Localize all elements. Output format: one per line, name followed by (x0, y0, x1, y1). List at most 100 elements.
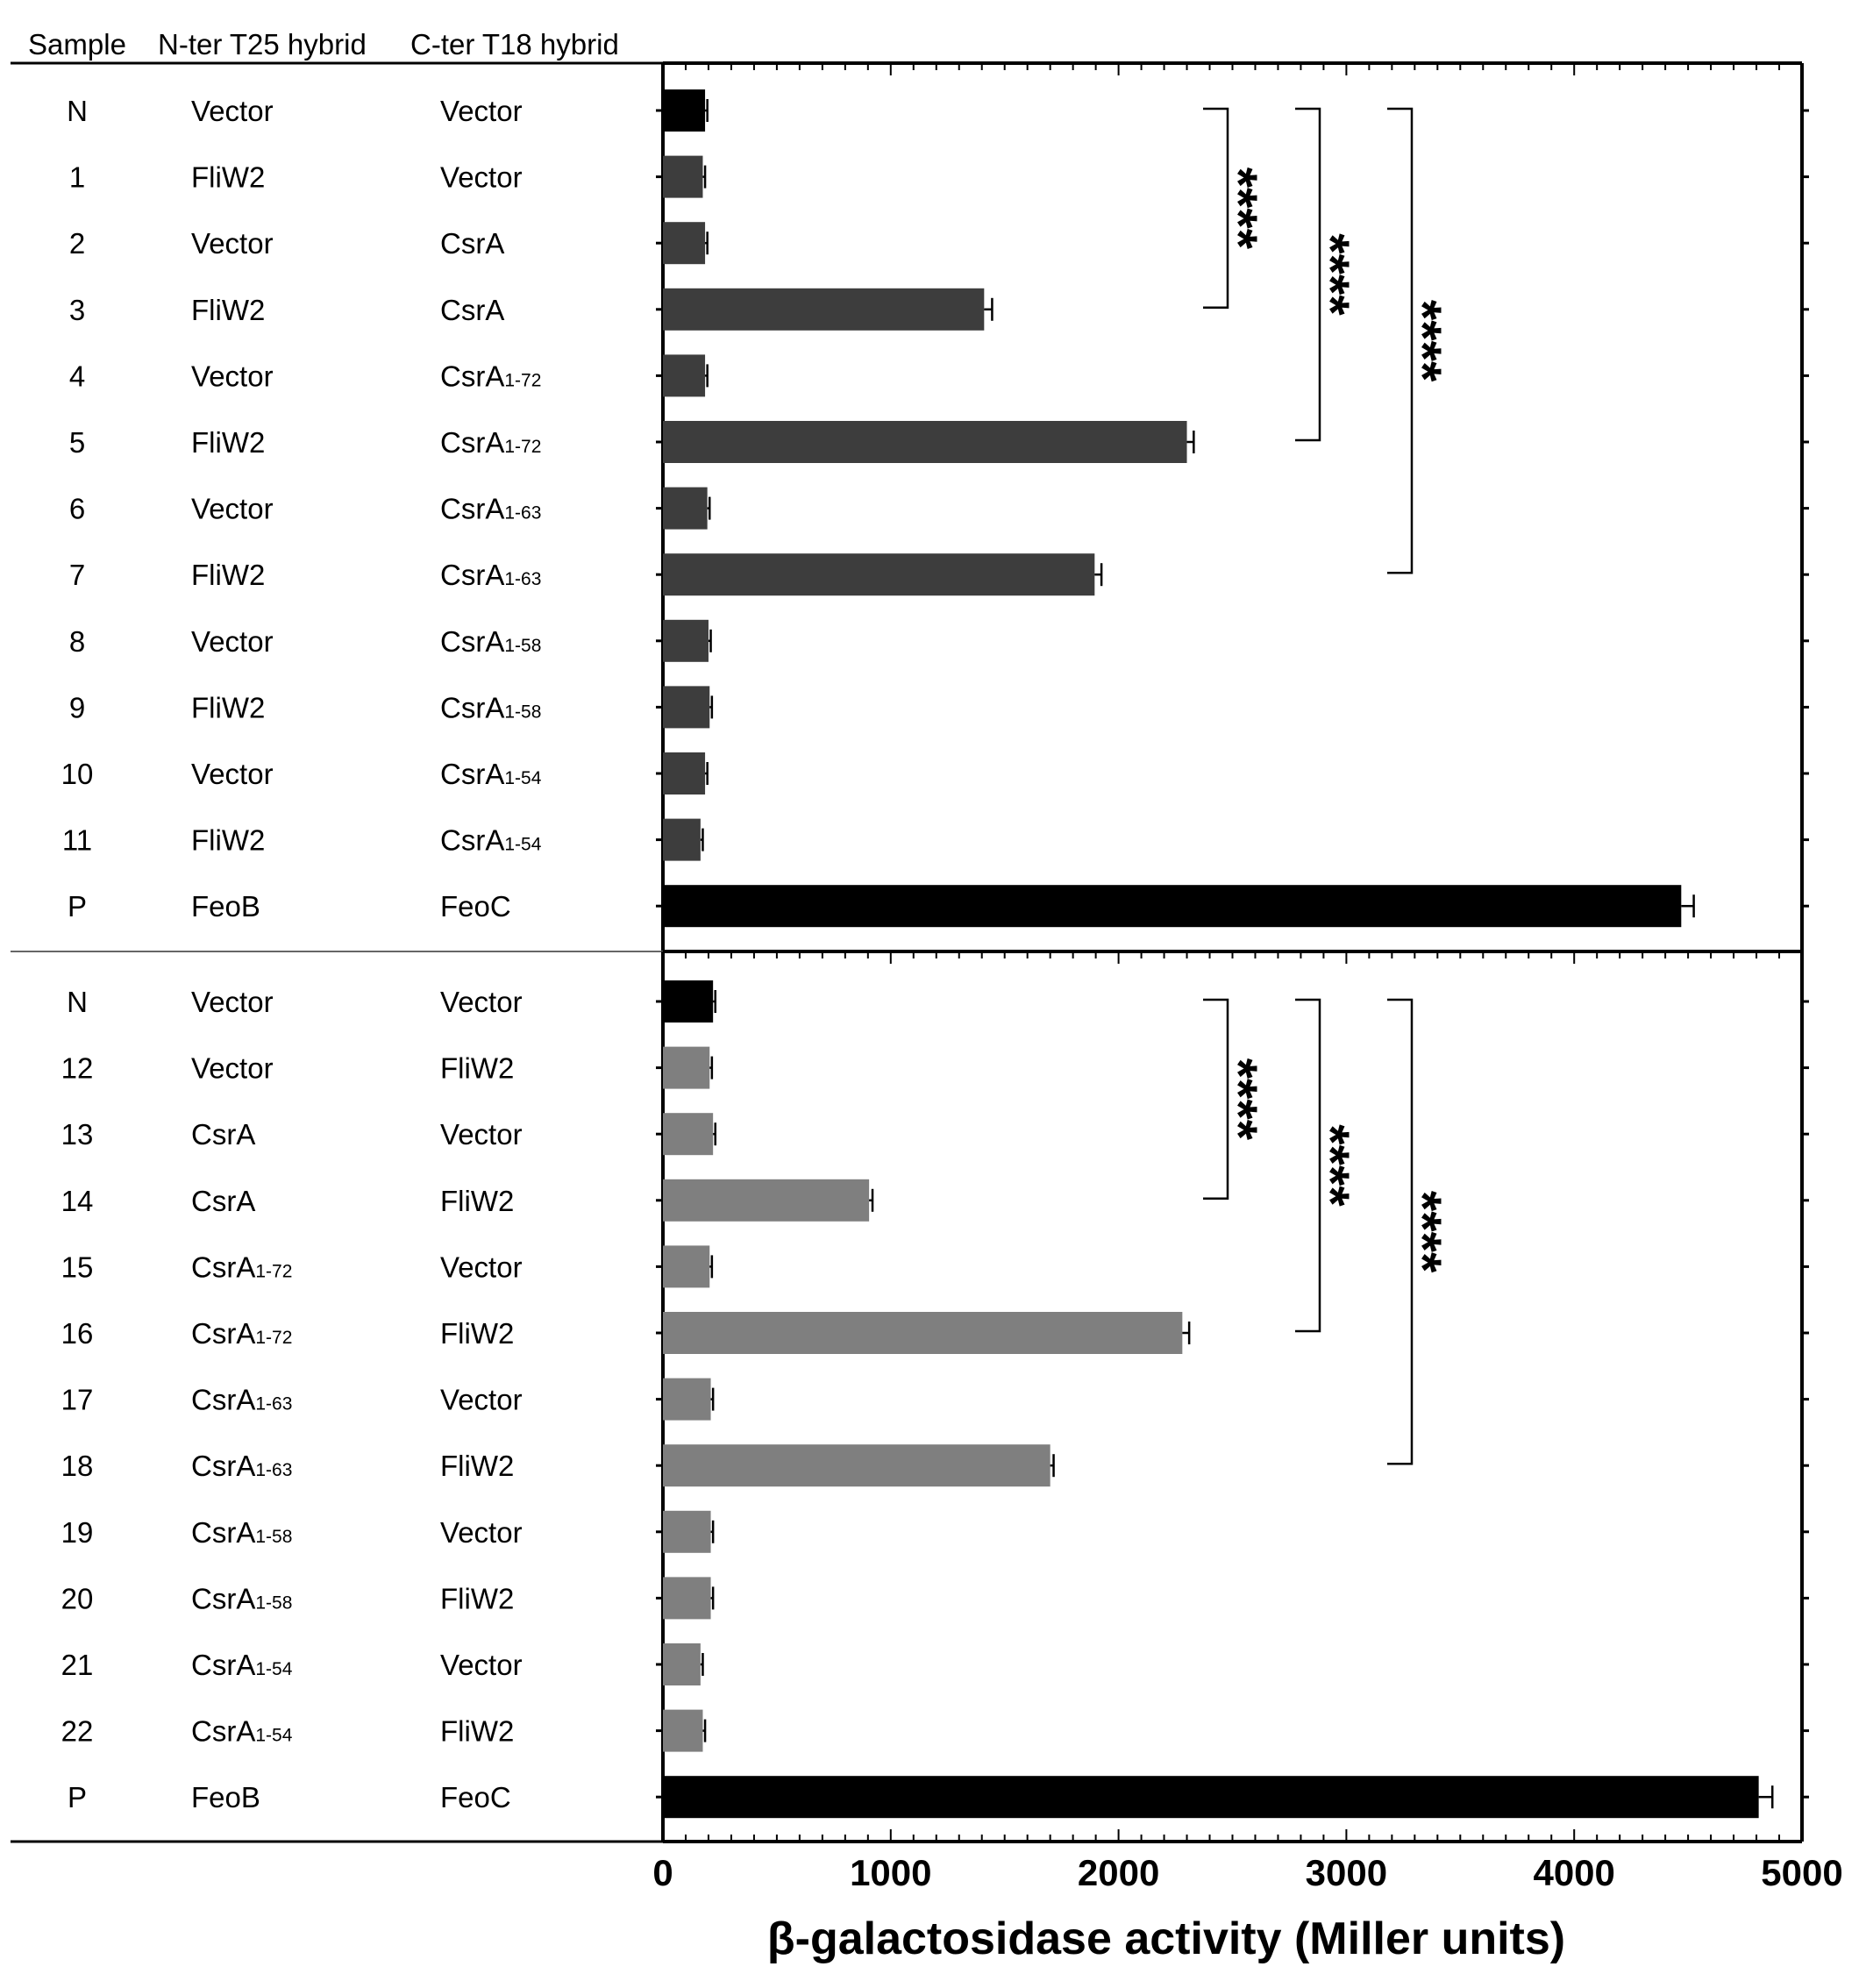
nter-label: Vector (191, 360, 274, 392)
sample-id: 18 (61, 1450, 94, 1482)
header-nter: N-ter T25 hybrid (158, 28, 367, 61)
cter-label: CsrA1-63 (440, 493, 541, 525)
bar (663, 1312, 1183, 1354)
nter-label: CsrA (191, 1118, 255, 1151)
cter-label: CsrA (440, 294, 504, 326)
nter-label: CsrA (191, 1185, 255, 1217)
sample-id: 19 (61, 1516, 94, 1549)
sample-id: 8 (69, 625, 85, 658)
cter-label: Vector (440, 1649, 523, 1681)
sample-id: 17 (61, 1384, 94, 1416)
sample-id: 21 (61, 1649, 94, 1681)
bar (663, 1510, 711, 1553)
x-tick-label: 5000 (1761, 1852, 1842, 1893)
bar (663, 487, 708, 530)
bar (663, 1378, 711, 1421)
bar (663, 222, 706, 265)
nter-label: Vector (191, 758, 274, 790)
x-tick-label: 3000 (1306, 1852, 1387, 1893)
cter-label: Vector (440, 161, 523, 194)
cter-label: FliW2 (440, 1450, 514, 1482)
cter-label: FliW2 (440, 1582, 514, 1614)
significance-bracket (1387, 998, 1414, 1465)
cter-label: CsrA1-63 (440, 559, 541, 591)
cter-label: CsrA1-58 (440, 625, 541, 658)
nter-label: FliW2 (191, 691, 265, 723)
nter-label: Vector (191, 493, 274, 525)
bar (663, 980, 714, 1023)
nter-label: FeoB (191, 1781, 260, 1813)
cter-label: Vector (440, 1384, 523, 1416)
cter-label: FliW2 (440, 1715, 514, 1748)
sample-id: 13 (61, 1118, 94, 1151)
sample-id: 16 (61, 1317, 94, 1350)
nter-label: CsrA1-63 (191, 1384, 292, 1416)
nter-label: FliW2 (191, 426, 265, 459)
nter-label: FeoB (191, 890, 260, 923)
bar (663, 354, 706, 397)
sample-id: 1 (69, 161, 85, 194)
sample-id: P (68, 1781, 87, 1813)
x-tick-label: 2000 (1078, 1852, 1159, 1893)
bar (663, 1245, 710, 1288)
bar (663, 288, 985, 331)
nter-label: CsrA1-54 (191, 1715, 293, 1748)
significance-label: **** (1301, 1124, 1360, 1207)
significance-label: **** (1301, 233, 1360, 316)
bar (663, 686, 710, 729)
bar (663, 1709, 703, 1752)
sample-id: 7 (69, 559, 85, 591)
bar (663, 619, 709, 662)
cter-label: Vector (440, 986, 523, 1018)
sample-id: P (68, 890, 87, 923)
significance-bracket (1295, 998, 1321, 1333)
nter-label: Vector (191, 95, 274, 127)
bar (663, 421, 1187, 463)
sample-id: 14 (61, 1185, 94, 1217)
sample-id: 20 (61, 1582, 94, 1614)
sample-id: 2 (69, 227, 85, 260)
bar (663, 1444, 1051, 1487)
cter-label: FliW2 (440, 1185, 514, 1217)
sample-id: 12 (61, 1052, 94, 1085)
sample-id: 10 (61, 758, 94, 790)
significance-bracket (1387, 107, 1414, 574)
x-axis: 0 1000 2000 3000 4000 5000 (652, 1829, 1843, 1893)
cter-label: CsrA1-72 (440, 360, 541, 392)
nter-label: FliW2 (191, 161, 265, 194)
sample-id: N (67, 95, 88, 127)
nter-label: CsrA1-72 (191, 1251, 292, 1283)
cter-label: Vector (440, 95, 523, 127)
panel-bottom: N Vector Vector 12 Vector FliW2 13 CsrA Vector 14… (11, 950, 1809, 1842)
cter-label: Vector (440, 1251, 523, 1283)
nter-label: Vector (191, 625, 274, 658)
nter-label: CsrA1-58 (191, 1516, 292, 1549)
bar (663, 1577, 711, 1620)
sample-id: 3 (69, 294, 85, 326)
cter-label: FliW2 (440, 1052, 514, 1085)
x-axis-label: β-galactosidase activity (Miller units) (767, 1913, 1565, 1964)
sample-id: 9 (69, 691, 85, 723)
bar (663, 1643, 701, 1685)
bar (663, 1776, 1759, 1819)
significance-label: **** (1393, 300, 1452, 382)
bar (663, 553, 1095, 596)
bar (663, 1046, 710, 1089)
nter-label: FliW2 (191, 824, 265, 857)
sample-id: 5 (69, 426, 85, 459)
x-tick-label: 1000 (850, 1852, 931, 1893)
significance-bracket (1203, 107, 1229, 310)
nter-label: CsrA1-54 (191, 1649, 293, 1681)
nter-label: Vector (191, 986, 274, 1018)
significance-label: **** (1209, 167, 1268, 250)
nter-label: CsrA1-63 (191, 1450, 292, 1482)
x-tick-label: 0 (652, 1852, 673, 1893)
bar (663, 1179, 870, 1222)
nter-label: Vector (191, 1052, 274, 1085)
sample-id: 6 (69, 493, 85, 525)
significance-label: **** (1393, 1191, 1452, 1273)
sample-id: 15 (61, 1251, 94, 1283)
nter-label: CsrA1-58 (191, 1582, 292, 1614)
nter-label: CsrA1-72 (191, 1317, 292, 1350)
